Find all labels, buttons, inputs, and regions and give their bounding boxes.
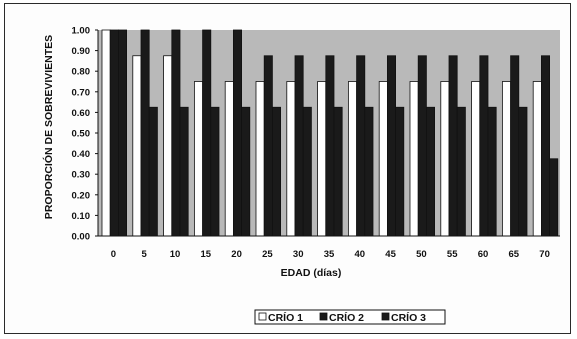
- x-tick-label: 20: [231, 249, 242, 260]
- bar-crio-1: [532, 81, 542, 237]
- bar-crio-1: [224, 81, 234, 237]
- x-tick-label: 15: [201, 249, 212, 260]
- bar-crio-2: [140, 29, 150, 237]
- x-tick-label: 70: [539, 249, 550, 260]
- y-tick-label: 0.90: [72, 46, 91, 57]
- bar-crio-2: [232, 29, 242, 237]
- bar-crio-3: [241, 106, 251, 237]
- x-tick-label: 65: [509, 249, 520, 260]
- x-tick-label: 25: [262, 249, 273, 260]
- bar-crio-2: [448, 55, 458, 237]
- bar-crio-3: [333, 106, 343, 237]
- bar-crio-2: [171, 29, 181, 237]
- y-tick-label: 0.70: [72, 87, 91, 98]
- bar-crio-3: [518, 106, 528, 237]
- bar-crio-3: [148, 106, 158, 237]
- bar-crio-3: [118, 29, 128, 237]
- bar-crio-1: [286, 81, 296, 237]
- x-tick-label: 60: [478, 249, 489, 260]
- x-tick-label: 35: [324, 249, 335, 260]
- y-tick-label: 0.10: [72, 211, 91, 222]
- bar-crio-3: [302, 106, 312, 237]
- bar-crio-1: [347, 81, 357, 237]
- bar-crio-2: [541, 55, 551, 237]
- y-tick-label: 0.50: [72, 129, 91, 140]
- bar-crio-3: [549, 158, 559, 237]
- x-tick-label: 0: [111, 249, 116, 260]
- bar-crio-1: [163, 55, 173, 237]
- x-axis-ticks: 0 5 10 15 20 25 30 35 40 45 50 55 60 65 70: [111, 249, 550, 260]
- legend-swatch-crio-2: [319, 312, 328, 321]
- y-axis-title: PROPORCIÓN DE SOBREVIVIENTES: [42, 35, 55, 219]
- x-tick-label: 5: [142, 249, 148, 260]
- bars-group: [101, 29, 559, 237]
- x-axis-title: EDAD (días): [281, 267, 342, 279]
- legend-box: [254, 309, 446, 325]
- bar-crio-2: [294, 55, 304, 237]
- bar-crio-1: [255, 81, 265, 237]
- bar-crio-1: [440, 81, 450, 237]
- x-tick-label: 50: [416, 249, 427, 260]
- y-tick-label: 0.40: [72, 149, 91, 160]
- legend-label-crio-2: CRÍO 2: [329, 311, 364, 324]
- legend-swatch-crio-3: [381, 312, 390, 321]
- bar-crio-2: [386, 55, 396, 237]
- x-tick-label: 10: [170, 249, 181, 260]
- y-tick-label: 0.60: [72, 108, 91, 119]
- x-tick-label: 40: [355, 249, 366, 260]
- bar-crio-1: [193, 81, 203, 237]
- bar-crio-3: [395, 106, 405, 237]
- bar-crio-3: [364, 106, 374, 237]
- y-axis-ticks: 0.00 0.10 0.20 0.30 0.40 0.50 0.60 0.70 0.80 0.90…: [72, 26, 98, 243]
- y-tick-label: 0.20: [72, 190, 91, 201]
- legend-label-crio-1: CRÍO 1: [268, 311, 303, 324]
- bar-crio-2: [356, 55, 366, 237]
- bar-crio-3: [456, 106, 466, 237]
- bar-crio-1: [501, 81, 511, 237]
- y-tick-label: 0.80: [72, 67, 91, 78]
- bar-crio-3: [179, 106, 189, 237]
- y-tick-label: 0.00: [72, 232, 91, 243]
- bar-crio-2: [263, 55, 273, 237]
- bar-crio-3: [487, 106, 497, 237]
- bar-crio-2: [510, 55, 520, 237]
- legend-swatch-crio-1: [258, 312, 267, 321]
- x-tick-label: 45: [385, 249, 396, 260]
- legend-label-crio-3: CRÍO 3: [391, 311, 426, 324]
- bar-crio-3: [210, 106, 220, 237]
- bar-crio-3: [425, 106, 435, 237]
- bar-crio-2: [417, 55, 427, 237]
- bar-crio-1: [471, 81, 481, 237]
- y-tick-label: 1.00: [72, 26, 91, 37]
- bar-crio-2: [202, 29, 212, 237]
- bar-crio-1: [378, 81, 388, 237]
- bar-crio-1: [317, 81, 327, 237]
- bar-crio-3: [271, 106, 281, 237]
- legend: CRÍO 1 CRÍO 2 CRÍO 3: [254, 309, 446, 325]
- bar-crio-2: [325, 55, 335, 237]
- bar-crio-1: [132, 55, 142, 237]
- bar-crio-2: [109, 29, 119, 237]
- bar-crio-1: [409, 81, 419, 237]
- x-tick-label: 55: [447, 249, 458, 260]
- y-tick-label: 0.30: [72, 170, 91, 181]
- bar-crio-2: [479, 55, 489, 237]
- x-tick-label: 30: [293, 249, 304, 260]
- bar-crio-1: [101, 29, 111, 237]
